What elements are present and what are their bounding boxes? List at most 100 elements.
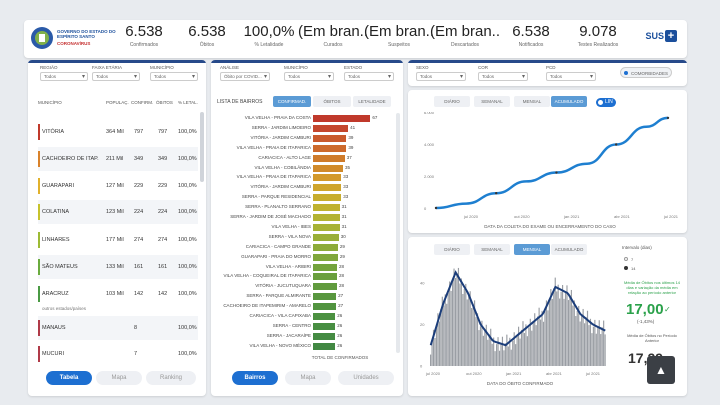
death-bar[interactable] [457, 267, 460, 366]
death-bar[interactable] [522, 321, 524, 366]
cumulative-point[interactable] [555, 171, 558, 174]
death-bar[interactable] [510, 349, 512, 366]
death-bar[interactable] [604, 334, 606, 366]
death-bar[interactable] [468, 295, 470, 366]
death-bar[interactable] [588, 325, 590, 366]
death-bar[interactable] [581, 315, 583, 366]
nav-mapa-left[interactable]: Mapa [96, 371, 142, 385]
table-row[interactable]: SÃO MATEUS 133 Mil 161 161 100,0% [38, 255, 198, 279]
cumulative-point[interactable] [495, 192, 498, 195]
death-bar[interactable] [582, 308, 584, 366]
death-bar[interactable] [601, 327, 603, 366]
death-bar[interactable] [440, 309, 442, 366]
bairro-bar[interactable] [313, 134, 347, 142]
chart-tab[interactable]: DIÁRIO [434, 244, 470, 255]
bairro-bar[interactable] [313, 332, 336, 340]
col-confirmados[interactable]: CONFIRM. [131, 100, 154, 105]
death-bar[interactable] [465, 283, 467, 366]
death-bar[interactable] [570, 289, 572, 366]
death-bar[interactable] [557, 284, 559, 366]
death-bar[interactable] [538, 307, 540, 366]
death-bar[interactable] [554, 277, 556, 366]
nav-ranking[interactable]: Ranking [146, 371, 196, 385]
table-row[interactable]: COLATINA 123 Mil 224 224 100,0% [38, 200, 198, 224]
death-bar[interactable] [537, 316, 539, 366]
death-bar[interactable] [562, 285, 564, 366]
death-bar[interactable] [563, 298, 565, 366]
filter-value[interactable]: Todos [478, 72, 528, 81]
death-bar[interactable] [435, 325, 438, 366]
death-bar[interactable] [535, 325, 537, 366]
death-bar[interactable] [432, 329, 435, 366]
death-bar[interactable] [434, 338, 436, 366]
death-bar[interactable] [484, 330, 486, 366]
col-letalidade[interactable]: % LETAL. [178, 100, 198, 105]
filter-value[interactable]: Todos [284, 72, 334, 81]
death-bar[interactable] [564, 292, 567, 366]
col-populacao[interactable]: POPULAÇ. [106, 100, 129, 105]
death-bar[interactable] [463, 288, 465, 366]
death-bar[interactable] [513, 332, 515, 366]
bairro-bar[interactable] [313, 115, 371, 122]
death-bar[interactable] [446, 303, 448, 366]
death-bar[interactable] [441, 296, 443, 366]
table-row[interactable]: ARACRUZ 103 Mil 142 142 100,0% [38, 282, 198, 306]
death-bar[interactable] [518, 326, 520, 366]
filter-dropdown[interactable]: ANÁLISE Óbito por COVID... [220, 65, 270, 81]
tab-confirmados[interactable]: CONFIRMAD. [273, 96, 311, 107]
filter-value[interactable]: Todos [150, 72, 198, 81]
death-bar[interactable] [520, 329, 523, 366]
death-bar[interactable] [430, 354, 432, 366]
table-row[interactable]: MUCURI 7 100,0% [38, 342, 198, 366]
death-bar[interactable] [584, 323, 586, 366]
death-bar[interactable] [512, 340, 514, 366]
chart-tab[interactable]: ACUMULADO [551, 244, 587, 255]
death-bar[interactable] [491, 343, 493, 366]
table-row[interactable]: GUARAPARI 127 Mil 229 229 100,0% [38, 174, 198, 198]
death-bar[interactable] [450, 290, 452, 366]
death-bar[interactable] [594, 319, 596, 366]
filter-dropdown[interactable]: COR Todos [478, 65, 528, 81]
chart-tab[interactable]: MENSAL [514, 244, 550, 255]
death-bar[interactable] [598, 320, 600, 366]
death-bar[interactable] [459, 283, 461, 366]
death-bar[interactable] [454, 278, 457, 366]
filter-dropdown[interactable]: PCD Todos [546, 65, 596, 81]
death-bar[interactable] [488, 334, 490, 366]
death-bar[interactable] [525, 324, 527, 366]
death-bar[interactable] [460, 278, 462, 366]
bairro-bar[interactable] [313, 184, 342, 192]
bairros-scrollbar[interactable] [396, 113, 400, 353]
bairro-bar[interactable] [313, 303, 337, 311]
filter-dropdown[interactable]: SEXO Todos [416, 65, 466, 81]
nav-mapa-middle[interactable]: Mapa [285, 371, 331, 385]
death-bar[interactable] [569, 294, 571, 366]
cumulative-point[interactable] [666, 116, 670, 120]
filter-dropdown[interactable]: FAIXA ETÁRIA Todos [92, 65, 140, 81]
table-scrollbar[interactable] [200, 112, 204, 182]
table-row[interactable]: CACHOEIRO DE ITAP. 211 Mil 349 349 100,0% [38, 147, 198, 171]
death-bar[interactable] [431, 342, 433, 366]
bairro-bar[interactable] [313, 322, 336, 330]
nav-tabela[interactable]: Tabela [46, 371, 92, 385]
bairro-bar[interactable] [313, 204, 340, 212]
cumulative-point[interactable] [614, 143, 618, 146]
death-bar[interactable] [443, 305, 445, 366]
radio-14[interactable]: 14 [624, 266, 635, 271]
death-bar[interactable] [476, 313, 479, 366]
death-bar[interactable] [550, 289, 552, 366]
col-municipio[interactable]: MUNICÍPIO [38, 100, 62, 105]
bairro-bar[interactable] [313, 283, 337, 291]
lin-toggle[interactable] [596, 98, 616, 107]
death-bar[interactable] [556, 291, 558, 366]
moving-average-line[interactable] [429, 270, 606, 347]
comorbidades-button[interactable]: COMORBIDADES [620, 67, 672, 78]
death-bar[interactable] [567, 300, 570, 366]
death-bar[interactable] [490, 328, 492, 366]
bairro-bar[interactable] [313, 263, 337, 271]
death-bar[interactable] [503, 350, 505, 366]
death-bar[interactable] [597, 326, 599, 366]
nav-unidades[interactable]: Unidades [338, 371, 394, 385]
death-bar[interactable] [497, 337, 499, 366]
bairro-bar[interactable] [313, 223, 340, 231]
